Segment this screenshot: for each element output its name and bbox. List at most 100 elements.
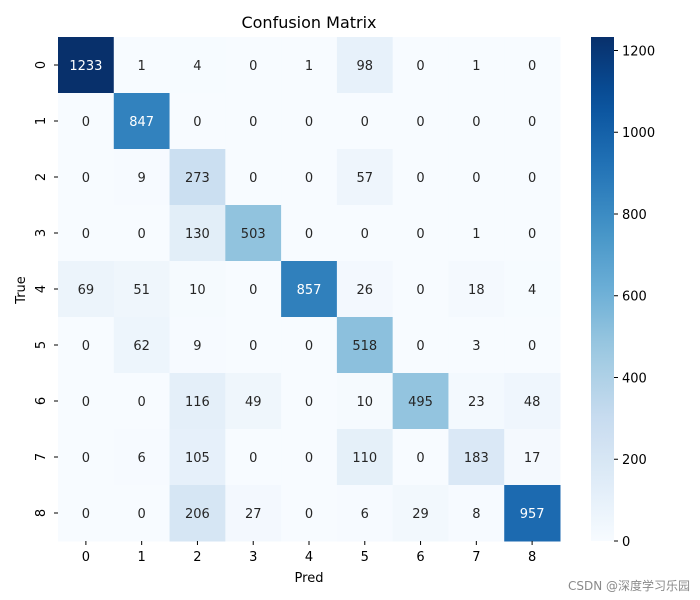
- colorbar-tick-label: 200: [622, 453, 647, 468]
- heatmap-cell: [169, 429, 226, 486]
- cell-value-label: 29: [412, 507, 429, 522]
- heatmap-cell: [336, 205, 394, 262]
- colorbar-tick-label: 1000: [622, 126, 655, 141]
- colorbar-tick-label: 1200: [622, 44, 655, 59]
- cell-value-label: 0: [416, 115, 424, 130]
- cell-value-label: 0: [138, 227, 146, 242]
- x-tick-label: 0: [82, 550, 90, 565]
- cell-value-label: 0: [249, 339, 257, 354]
- cell-value-label: 49: [245, 395, 262, 410]
- heatmap-cell: [448, 429, 505, 486]
- cell-value-label: 3: [472, 339, 480, 354]
- heatmap-cell: [113, 317, 171, 374]
- cell-value-label: 57: [357, 171, 374, 186]
- heatmap-cell: [448, 37, 505, 94]
- watermark-text: CSDN @深度学习乐园: [567, 579, 690, 593]
- cell-value-label: 957: [520, 507, 545, 522]
- heatmap-cell: [392, 261, 449, 318]
- colorbar: [591, 37, 614, 541]
- heatmap-cell: [336, 93, 394, 150]
- heatmap-cell: [281, 373, 338, 430]
- heatmap-cell: [392, 317, 449, 374]
- cell-value-label: 1: [138, 59, 146, 74]
- heatmap-cell: [392, 149, 449, 206]
- cell-value-label: 847: [129, 115, 154, 130]
- heatmap-cell: [336, 317, 394, 374]
- heatmap-cell: [448, 149, 505, 206]
- heatmap-cell: [113, 373, 171, 430]
- heatmap-cell: [58, 429, 115, 486]
- heatmap-cell: [448, 317, 505, 374]
- cell-value-label: 130: [185, 227, 210, 242]
- heatmap-cell: [113, 429, 171, 486]
- y-axis-label: True: [14, 276, 29, 305]
- heatmap-cell: [113, 149, 171, 206]
- heatmap-cell: [336, 429, 394, 486]
- colorbar-tick-label: 0: [622, 535, 630, 550]
- heatmap-cell: [58, 317, 115, 374]
- cell-value-label: 503: [241, 227, 266, 242]
- heatmap-cell: [504, 485, 561, 542]
- heatmap-cell: [281, 205, 338, 262]
- cell-value-label: 0: [249, 283, 257, 298]
- cell-value-label: 110: [352, 451, 377, 466]
- heatmap-cell: [225, 205, 282, 262]
- colorbar-ticks: 0 200 400 600 800 1000 1200: [614, 44, 655, 550]
- heatmap-cell: [448, 485, 505, 542]
- heatmap-cell: [225, 37, 282, 94]
- heatmap-cell: [113, 93, 171, 150]
- heatmap-cell: [504, 261, 561, 318]
- chart-title: Confusion Matrix: [241, 13, 376, 32]
- cell-value-label: 0: [305, 227, 313, 242]
- heatmap-cell: [113, 261, 171, 318]
- cell-value-label: 183: [464, 451, 489, 466]
- heatmap-cell: [58, 149, 115, 206]
- cell-value-label: 27: [245, 507, 262, 522]
- heatmap-cell: [392, 373, 449, 430]
- cell-value-label: 1: [305, 59, 313, 74]
- heatmap-cell: [169, 37, 226, 94]
- cell-value-label: 10: [357, 395, 374, 410]
- heatmap-cell: [58, 261, 115, 318]
- heatmap-cell: [504, 373, 561, 430]
- cell-value-label: 0: [528, 171, 536, 186]
- y-tick-label: 2: [34, 173, 49, 181]
- cell-value-label: 273: [185, 171, 210, 186]
- cell-value-label: 98: [357, 59, 374, 74]
- cell-value-label: 0: [249, 171, 257, 186]
- cell-value-label: 0: [82, 395, 90, 410]
- heatmap-cell: [113, 205, 171, 262]
- heatmap-cell: [58, 37, 115, 94]
- cell-value-label: 0: [305, 171, 313, 186]
- cell-value-label: 0: [416, 451, 424, 466]
- heatmap-cell: [113, 485, 171, 542]
- y-tick-label: 5: [34, 341, 49, 349]
- cell-value-label: 9: [138, 171, 146, 186]
- x-tick-label: 8: [528, 550, 536, 565]
- cell-value-label: 4: [193, 59, 201, 74]
- heatmap-cell: [225, 261, 282, 318]
- x-axis-label: Pred: [295, 571, 324, 586]
- cell-value-label: 116: [185, 395, 210, 410]
- heatmap-cell: [336, 149, 394, 206]
- heatmap-cell: [225, 373, 282, 430]
- cell-value-label: 0: [361, 115, 369, 130]
- cell-value-label: 0: [82, 115, 90, 130]
- cell-value-label: 0: [416, 171, 424, 186]
- heatmap-cell: [448, 261, 505, 318]
- cell-value-label: 1: [472, 59, 480, 74]
- heatmap-cell: [58, 93, 115, 150]
- cell-value-label: 23: [468, 395, 485, 410]
- cell-value-label: 0: [472, 171, 480, 186]
- heatmap-cell: [225, 149, 282, 206]
- heatmap-cell: [281, 37, 338, 94]
- heatmap-cell: [281, 317, 338, 374]
- heatmap-cell: [113, 37, 171, 94]
- cell-value-label: 857: [297, 283, 322, 298]
- cell-value-label: 0: [82, 507, 90, 522]
- heatmap-cell: [448, 93, 505, 150]
- heatmap-cell: [392, 93, 449, 150]
- heatmap-cell: [336, 373, 394, 430]
- colorbar-tick-label: 400: [622, 371, 647, 386]
- cell-value-label: 0: [193, 115, 201, 130]
